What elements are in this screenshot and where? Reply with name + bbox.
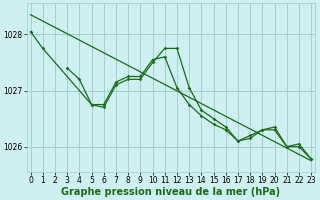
X-axis label: Graphe pression niveau de la mer (hPa): Graphe pression niveau de la mer (hPa) [61,187,280,197]
